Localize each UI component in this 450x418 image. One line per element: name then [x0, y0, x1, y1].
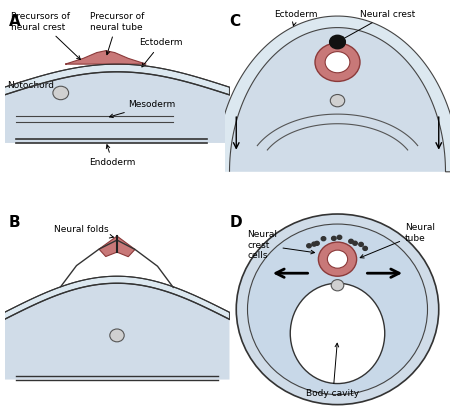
Circle shape: [331, 280, 344, 291]
Circle shape: [328, 250, 347, 268]
Text: C: C: [230, 14, 241, 29]
Text: Neural crest: Neural crest: [341, 10, 415, 40]
Text: Endoderm: Endoderm: [89, 145, 136, 167]
Circle shape: [315, 43, 360, 82]
Circle shape: [321, 237, 326, 241]
Circle shape: [329, 35, 346, 49]
Text: Notochord: Notochord: [7, 81, 60, 94]
Text: Precursor of
neural tube: Precursor of neural tube: [90, 12, 144, 55]
Text: Neural folds: Neural folds: [54, 224, 113, 238]
Ellipse shape: [236, 214, 439, 405]
Text: D: D: [230, 215, 242, 230]
Text: A: A: [9, 14, 21, 29]
Text: Neural
crest
cells: Neural crest cells: [248, 230, 315, 260]
Circle shape: [312, 242, 316, 246]
Circle shape: [337, 235, 342, 240]
Text: Ectoderm: Ectoderm: [274, 10, 318, 26]
Text: Ectoderm: Ectoderm: [140, 38, 183, 67]
Text: Mesoderm: Mesoderm: [109, 100, 176, 117]
PathPatch shape: [4, 283, 230, 380]
PathPatch shape: [4, 64, 230, 95]
Circle shape: [332, 236, 336, 240]
PathPatch shape: [4, 72, 230, 143]
Circle shape: [353, 241, 357, 245]
Text: Body cavity: Body cavity: [306, 343, 360, 398]
Circle shape: [363, 246, 367, 250]
Ellipse shape: [248, 224, 428, 395]
PathPatch shape: [4, 276, 230, 319]
Circle shape: [307, 244, 311, 248]
PathPatch shape: [99, 236, 135, 257]
Text: Precursors of
neural crest: Precursors of neural crest: [11, 12, 81, 59]
PathPatch shape: [65, 51, 146, 64]
Circle shape: [325, 52, 350, 73]
PathPatch shape: [230, 28, 446, 172]
Circle shape: [319, 242, 356, 276]
Circle shape: [315, 241, 319, 245]
Circle shape: [349, 240, 353, 243]
Ellipse shape: [290, 283, 385, 384]
PathPatch shape: [216, 16, 450, 172]
Circle shape: [359, 242, 363, 247]
Text: Neural
tube: Neural tube: [360, 223, 435, 258]
Circle shape: [53, 86, 68, 100]
Circle shape: [330, 94, 345, 107]
Text: B: B: [9, 215, 21, 230]
Circle shape: [110, 329, 124, 342]
